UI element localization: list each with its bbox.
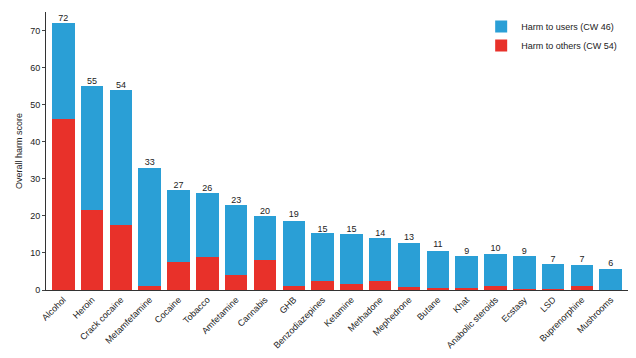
svg-text:Methadone: Methadone	[346, 295, 385, 334]
svg-text:14: 14	[375, 228, 385, 238]
svg-text:20: 20	[30, 211, 40, 221]
svg-text:LSD: LSD	[538, 294, 558, 314]
svg-text:Harm to others (CW 54): Harm to others (CW 54)	[521, 41, 617, 51]
svg-text:Harm to users (CW 46): Harm to users (CW 46)	[521, 22, 614, 32]
svg-text:Heroin: Heroin	[71, 295, 97, 321]
svg-text:9: 9	[464, 246, 469, 256]
svg-text:Cocaine: Cocaine	[153, 295, 183, 325]
svg-text:23: 23	[231, 195, 241, 205]
svg-text:Ecstasy: Ecstasy	[500, 294, 530, 324]
svg-text:Amfetamine: Amfetamine	[200, 295, 241, 336]
svg-text:33: 33	[145, 157, 155, 167]
svg-text:Butane: Butane	[415, 295, 442, 322]
svg-text:Overall harm score: Overall harm score	[14, 113, 24, 189]
svg-text:Benzodiazepines: Benzodiazepines	[272, 294, 328, 350]
svg-text:Tobacco: Tobacco	[181, 295, 212, 326]
svg-text:GHB: GHB	[278, 295, 299, 316]
svg-text:Crack cocaine: Crack cocaine	[78, 295, 125, 342]
svg-text:7: 7	[551, 254, 556, 264]
svg-text:70: 70	[30, 26, 40, 36]
svg-text:Cannabis: Cannabis	[236, 294, 270, 328]
svg-text:Khat: Khat	[451, 294, 472, 315]
svg-text:Ketamine: Ketamine	[322, 295, 356, 329]
svg-text:40: 40	[30, 137, 40, 147]
svg-text:15: 15	[346, 224, 356, 234]
svg-text:0: 0	[35, 285, 40, 295]
svg-text:Metamfetamine: Metamfetamine	[103, 295, 154, 346]
svg-text:55: 55	[87, 76, 97, 86]
svg-text:60: 60	[30, 63, 40, 73]
svg-text:30: 30	[30, 174, 40, 184]
svg-text:10: 10	[490, 243, 500, 253]
svg-text:Mephedrone: Mephedrone	[371, 295, 414, 338]
svg-text:Buprenorphine: Buprenorphine	[538, 295, 587, 344]
svg-text:15: 15	[318, 224, 328, 234]
svg-text:19: 19	[289, 209, 299, 219]
svg-text:26: 26	[202, 183, 212, 193]
svg-text:54: 54	[116, 80, 126, 90]
svg-text:Mushrooms: Mushrooms	[575, 294, 616, 335]
svg-text:13: 13	[404, 232, 414, 242]
svg-text:9: 9	[522, 246, 527, 256]
svg-text:20: 20	[260, 206, 270, 216]
svg-text:6: 6	[608, 258, 613, 268]
svg-text:7: 7	[579, 254, 584, 264]
svg-text:10: 10	[30, 248, 40, 258]
svg-text:50: 50	[30, 100, 40, 110]
svg-text:Alcohol: Alcohol	[40, 295, 68, 323]
svg-text:72: 72	[58, 13, 68, 23]
svg-text:Anabolic steroids: Anabolic steroids	[445, 294, 501, 350]
svg-text:27: 27	[174, 180, 184, 190]
svg-text:11: 11	[433, 239, 442, 249]
